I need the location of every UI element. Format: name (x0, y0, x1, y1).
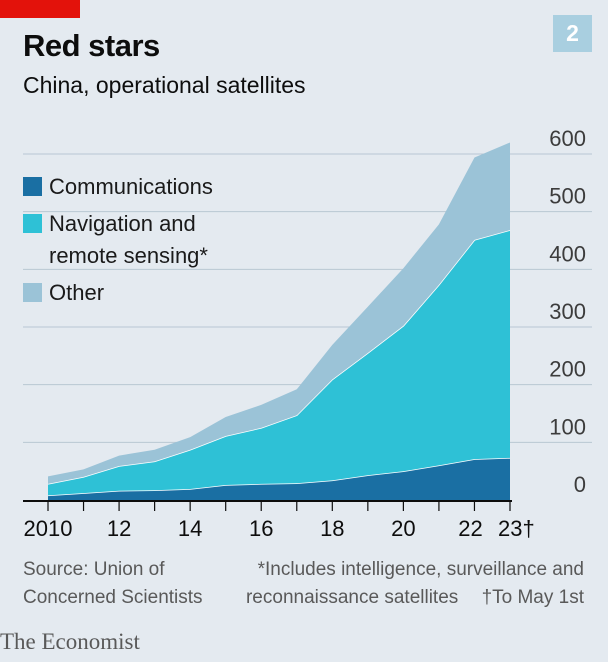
area-series (47, 142, 511, 500)
x-tick-label-2022: 22 (458, 516, 482, 541)
source-line-2: Concerned Scientists (23, 587, 203, 608)
y-tick-label-0: 0 (574, 472, 586, 497)
y-axis-labels: 0 100 200 300 400 500 600 (549, 126, 586, 497)
legend-label-navigation-line2: remote sensing* (49, 243, 208, 268)
x-tick-label-2012: 12 (107, 516, 131, 541)
x-tick-label-2018: 18 (320, 516, 344, 541)
legend-label-other: Other (49, 280, 104, 305)
x-tick-label-2016: 16 (249, 516, 273, 541)
footnote-line-1: *Includes intelligence, surveillance and (257, 559, 584, 580)
x-axis: 2010 12 14 16 18 20 22 23† (23, 500, 535, 541)
footnote-reconnaissance: reconnaissance satellites (245, 587, 459, 608)
chart-number-badge: 2 (553, 15, 592, 52)
brand-logo-text: The Economist (0, 629, 140, 654)
chart-title: Red stars (23, 28, 160, 63)
x-tick-label-2014: 14 (178, 516, 202, 541)
boundary-communications (47, 457, 511, 497)
brand-red-tab (0, 0, 80, 18)
legend: Communications Navigation and remote sen… (23, 174, 213, 305)
area-other (48, 142, 510, 484)
legend-swatch-navigation (23, 214, 42, 233)
legend-label-communications: Communications (49, 174, 213, 199)
y-tick-label-300: 300 (549, 299, 586, 324)
y-tick-label-500: 500 (549, 184, 586, 209)
area-navigation (48, 230, 510, 496)
footnote: *Includes intelligence, surveillance and… (246, 556, 584, 612)
y-tick-label-400: 400 (549, 241, 586, 266)
y-tick-label-100: 100 (549, 414, 586, 439)
footnote-to-may: †To May 1st (481, 587, 584, 608)
x-tick-label-2023: 23† (498, 516, 535, 541)
y-tick-label-200: 200 (549, 357, 586, 382)
x-tick-label-2020: 20 (391, 516, 415, 541)
footnote-line-2: reconnaissance satellites †To May 1st (246, 584, 584, 612)
source-note: Source: Union of Concerned Scientists (23, 556, 203, 612)
x-tick-label-2010: 2010 (24, 516, 73, 541)
legend-label-navigation-line1: Navigation and (49, 211, 196, 236)
source-line-1: Source: Union of (23, 559, 165, 580)
chart-subtitle: China, operational satellites (23, 72, 306, 98)
area-communications (48, 457, 510, 500)
legend-swatch-communications (23, 177, 42, 196)
y-tick-label-600: 600 (549, 126, 586, 151)
legend-swatch-other (23, 283, 42, 302)
